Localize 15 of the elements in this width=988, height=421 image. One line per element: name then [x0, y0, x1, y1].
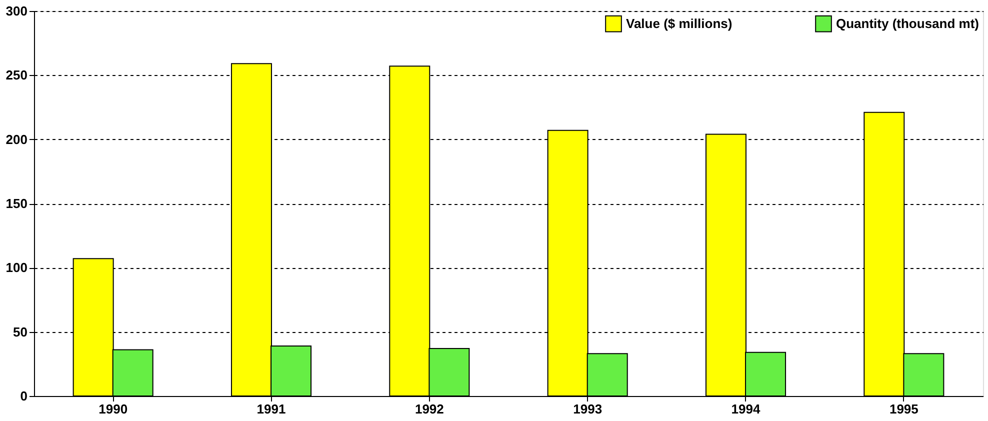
x-tick-label: 1991	[256, 402, 286, 416]
y-tick-label: 50	[13, 324, 28, 340]
y-tick-label: 0	[20, 388, 28, 404]
y-tick-label: 100	[6, 260, 28, 276]
y-tick-label: 300	[6, 4, 28, 18]
x-tick-label: 1990	[98, 402, 128, 416]
y-tick-label: 250	[6, 68, 28, 83]
legend-label: Quantity (thousand mt)	[836, 16, 979, 31]
x-tick-label: 1992	[414, 402, 444, 416]
y-tick-label: 200	[6, 132, 28, 147]
legend-label: Value ($ millions)	[626, 16, 732, 31]
x-tick-label: 1995	[889, 402, 918, 416]
y-tick-label: 150	[6, 196, 28, 211]
x-tick-label: 1994	[731, 402, 761, 416]
x-tick-label: 1993	[573, 402, 602, 416]
